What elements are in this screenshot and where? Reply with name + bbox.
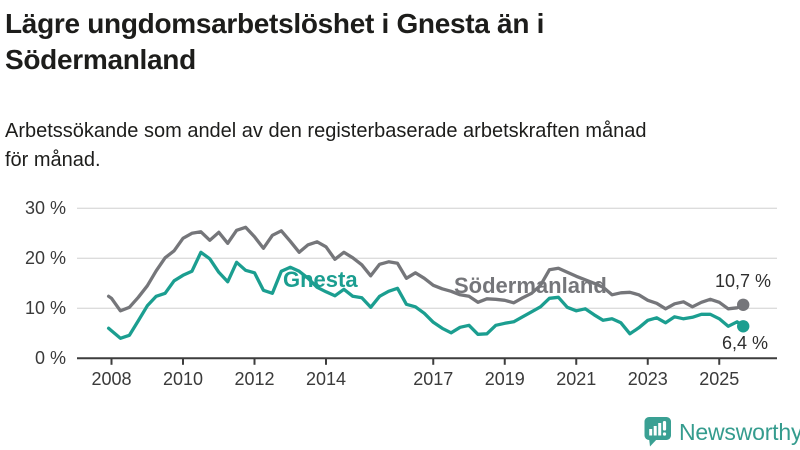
y-tick-label: 10 %: [24, 298, 66, 319]
y-tick-label: 0 %: [34, 348, 66, 369]
title-line-2: Södermanland: [5, 44, 196, 75]
x-tick-label: 2023: [627, 369, 668, 389]
x-tick-label: 2019: [484, 369, 525, 389]
newsworthy-logo-text: Newsworthy: [679, 418, 800, 445]
y-tick-label: 20 %: [24, 248, 66, 269]
end-value-sodermanland: 10,7 %: [714, 271, 771, 291]
x-tick-label: 2008: [91, 369, 132, 389]
x-tick-label: 2017: [413, 369, 454, 389]
line-gnesta: [106, 250, 745, 340]
subtitle-line-2: för månad.: [5, 149, 101, 171]
series-label-gnesta: Gnesta: [283, 267, 358, 292]
end-value-gnesta: 6,4 %: [721, 333, 768, 353]
subtitle-line-1: Arbetssökande som andel av den registerb…: [5, 120, 647, 142]
x-tick-label: 2021: [556, 369, 597, 389]
newsworthy-logo-icon: [644, 417, 671, 447]
title-line-1: Lägre ungdomsarbetslöshet i Gnesta än i: [5, 8, 545, 39]
series-label-sodermanland: Södermanland: [454, 273, 607, 298]
x-tick-label: 2025: [699, 369, 740, 389]
page-title: Lägre ungdomsarbetslöshet i Gnesta än i …: [5, 6, 793, 78]
newsworthy-logo: Newsworthy: [644, 416, 800, 447]
x-tick-label: 2012: [234, 369, 275, 389]
x-tick-label: 2014: [305, 369, 347, 389]
y-tick-label: 30 %: [24, 198, 66, 219]
end-dot-södermanland: [737, 298, 750, 311]
end-dot-gnesta: [737, 320, 750, 333]
line-södermanland: [106, 225, 745, 313]
x-tick-label: 2010: [162, 369, 204, 389]
chart-subtitle: Arbetssökande som andel av den registerb…: [5, 117, 793, 175]
